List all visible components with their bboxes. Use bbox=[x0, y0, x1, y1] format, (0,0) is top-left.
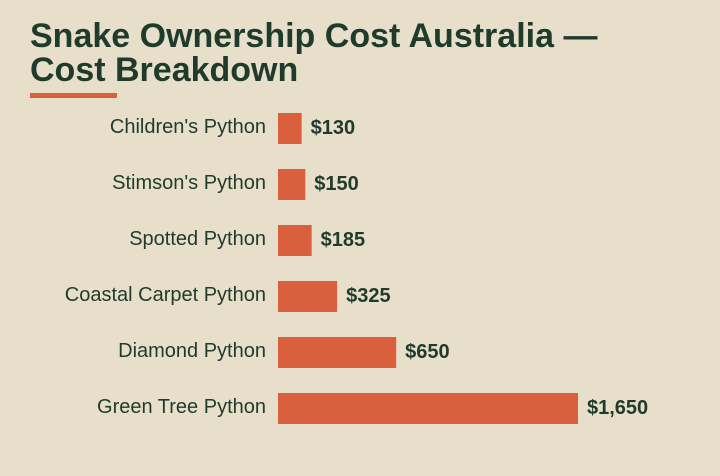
category-label: Green Tree Python bbox=[97, 396, 266, 418]
value-label: $650 bbox=[405, 341, 450, 363]
bar bbox=[278, 337, 397, 368]
bar bbox=[278, 393, 578, 424]
category-label: Coastal Carpet Python bbox=[65, 284, 266, 306]
value-label: $130 bbox=[311, 117, 356, 139]
bar bbox=[278, 169, 306, 200]
category-label: Stimson's Python bbox=[112, 172, 266, 194]
bar bbox=[278, 113, 302, 144]
value-label: $185 bbox=[321, 229, 366, 251]
title-underline bbox=[30, 93, 117, 98]
value-label: $325 bbox=[346, 285, 391, 307]
value-label: $1,650 bbox=[587, 397, 648, 419]
category-label: Children's Python bbox=[110, 116, 266, 138]
chart-title: Snake Ownership Cost Australia — Cost Br… bbox=[30, 17, 598, 89]
value-label: $150 bbox=[314, 173, 359, 195]
bar bbox=[278, 225, 312, 256]
bar bbox=[278, 281, 338, 312]
category-label: Diamond Python bbox=[118, 340, 266, 362]
category-label: Spotted Python bbox=[129, 228, 266, 250]
